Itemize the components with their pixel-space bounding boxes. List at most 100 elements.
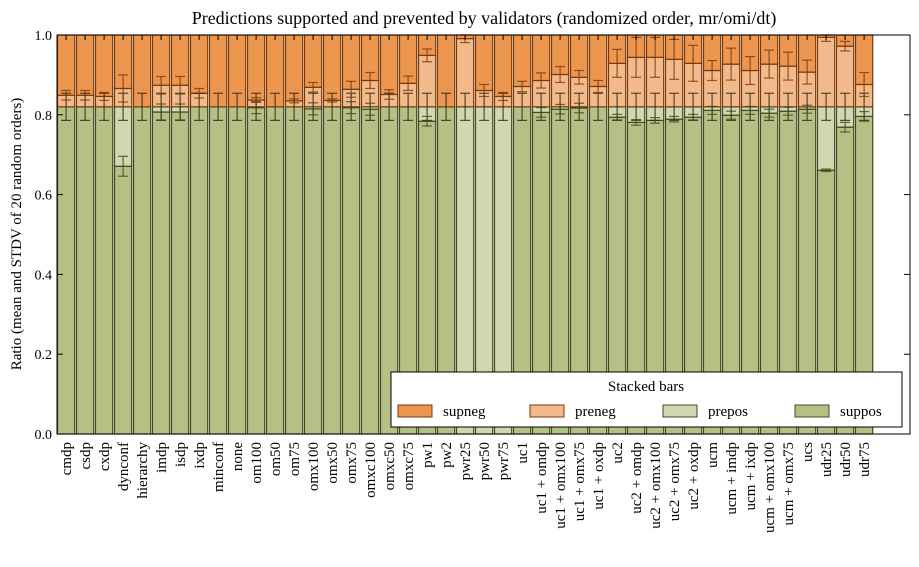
chart-title: Predictions supported and prevented by v… — [192, 8, 777, 29]
x-tick-label: uc2 + omx100 — [648, 442, 664, 529]
y-tick-label: 0.4 — [35, 268, 53, 283]
error-bar-positive-total — [441, 92, 452, 121]
y-tick-label: 0.2 — [35, 348, 53, 363]
error-bar-preneg — [517, 80, 528, 93]
error-bar-preneg — [745, 55, 756, 86]
error-bar-suppos — [859, 111, 870, 122]
error-bar-suppos — [631, 118, 642, 126]
error-bar-suppos — [726, 110, 737, 120]
x-tick-label: hierarchy — [135, 442, 151, 499]
error-bar-suppos — [764, 108, 775, 118]
error-bar-suppos — [821, 168, 832, 173]
x-tick-label: ucm + omx100 — [762, 442, 778, 533]
error-bar-suppos — [555, 103, 566, 115]
bar-supneg — [379, 34, 399, 96]
x-tick-label: ucm — [705, 442, 721, 468]
error-bar-preneg — [308, 81, 319, 93]
y-tick-label: 0.8 — [35, 109, 53, 124]
error-bar-preneg — [99, 91, 110, 102]
legend-label: preneg — [575, 404, 616, 420]
y-tick-label: 0.0 — [35, 428, 53, 443]
bar-suppos — [341, 107, 361, 435]
x-tick-label: imdp — [154, 442, 170, 473]
x-tick-label: udr50 — [838, 442, 854, 477]
error-bar-positive-total — [327, 92, 338, 121]
error-bar-suppos — [346, 101, 357, 115]
plot-frame — [56, 34, 911, 435]
bar-suppos — [56, 106, 76, 435]
legend: Stacked bars supneg preneg prepos suppos — [390, 371, 903, 428]
error-bar-preneg — [859, 71, 870, 98]
error-bar-positive-total — [270, 92, 281, 121]
y-tick-label: 1.0 — [35, 29, 53, 44]
error-bar-suppos — [840, 121, 851, 133]
error-bar-preneg — [251, 97, 262, 104]
error-bar-preneg — [764, 49, 775, 79]
legend-entry-supneg: supneg — [397, 404, 486, 420]
bar-supneg — [322, 34, 342, 102]
bar-suppos — [151, 111, 171, 435]
error-bar-preneg — [346, 80, 357, 98]
error-bar-suppos — [422, 115, 433, 127]
bar-suppos — [113, 165, 133, 435]
error-bar-suppos — [156, 103, 167, 121]
bar-supneg — [512, 34, 532, 88]
error-bar-preneg — [574, 69, 585, 85]
x-tick-label: dynconf — [116, 442, 132, 491]
x-tick-label: none — [230, 442, 246, 472]
bar-suppos — [284, 106, 304, 435]
error-bar-preneg — [783, 51, 794, 81]
x-tick-label: om50 — [268, 442, 284, 476]
error-bar-suppos — [118, 155, 129, 177]
error-bar-preneg — [726, 47, 737, 81]
x-tick-label: uc1 + omx75 — [572, 442, 588, 521]
error-bar-preneg — [61, 89, 72, 101]
bar-suppos — [94, 106, 114, 435]
error-bar-preneg — [194, 87, 205, 99]
x-axis: cmdp csdp cxdp dynconf hierarchy imdp isdp ixdp… — [59, 442, 873, 533]
legend-box — [390, 371, 903, 428]
legend-swatch-supneg — [397, 404, 433, 418]
error-bar-preneg — [384, 89, 395, 100]
error-bar-preneg — [840, 40, 851, 52]
error-bar-suppos — [365, 102, 376, 116]
x-tick-label: minconf — [211, 442, 227, 492]
x-tick-label: om75 — [287, 442, 303, 476]
error-bar-preneg — [707, 59, 718, 82]
x-tick-label: uc1 + omdp — [534, 442, 550, 514]
x-tick-label: omxc50 — [382, 442, 398, 490]
x-tick-label: cmdp — [59, 442, 75, 475]
bar-supneg — [56, 34, 76, 96]
bar-suppos — [360, 108, 380, 435]
error-bar-positive-total — [821, 92, 832, 121]
legend-label: supneg — [443, 404, 486, 420]
bar-suppos — [265, 106, 285, 435]
error-bar-positive-total — [213, 92, 224, 121]
x-tick-label: uc2 — [610, 442, 626, 464]
legend-entry-suppos: suppos — [794, 404, 882, 420]
x-tick-label: pw2 — [439, 442, 455, 468]
x-tick-label: udr75 — [857, 442, 873, 477]
x-tick-label: pwr25 — [458, 442, 474, 480]
x-tick-label: cxdp — [97, 442, 113, 471]
x-tick-label: ucm + ixdp — [743, 442, 759, 510]
error-bar-preneg — [289, 98, 300, 104]
error-bar-suppos — [783, 106, 794, 116]
error-bar-positive-total — [289, 92, 300, 121]
x-tick-label: pwr75 — [496, 442, 512, 480]
error-bar-suppos — [707, 105, 718, 116]
x-tick-label: csdp — [78, 442, 94, 470]
error-bar-positive-total — [517, 92, 528, 121]
bar-supneg — [474, 34, 494, 92]
legend-entry-preneg: preneg — [529, 404, 616, 420]
legend-swatch-prepos — [662, 404, 698, 418]
x-tick-label: ucs — [800, 442, 816, 462]
x-tick-label: omx50 — [325, 442, 341, 484]
error-bar-preneg — [555, 65, 566, 84]
error-bar-preneg — [80, 89, 91, 101]
x-tick-label: omxc75 — [401, 442, 417, 490]
x-tick-label: ixdp — [192, 442, 208, 469]
x-tick-label: ucm + omx75 — [781, 442, 797, 525]
bar-suppos — [246, 107, 266, 435]
legend-entry-prepos: prepos — [662, 404, 748, 420]
